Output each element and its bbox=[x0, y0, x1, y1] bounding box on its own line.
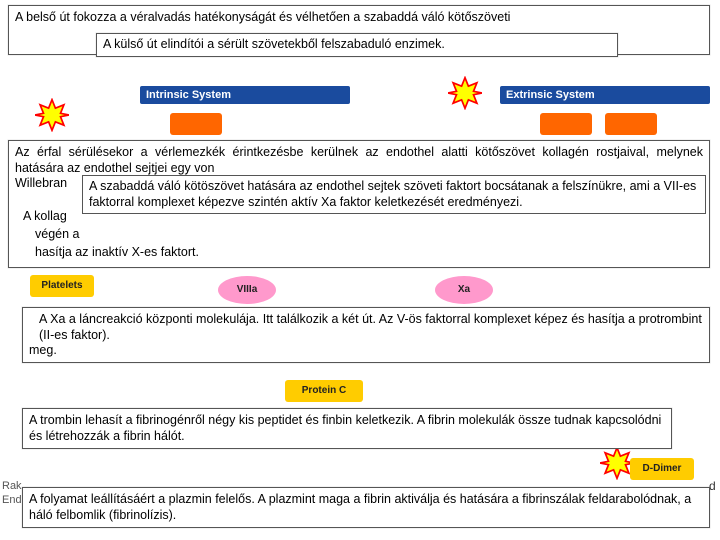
note-text: A szabaddá váló kötöszövet hatására az e… bbox=[89, 179, 696, 209]
viiia-oval: VIIIa bbox=[218, 276, 276, 304]
note-tissue-factor: A szabaddá váló kötöszövet hatására az e… bbox=[82, 175, 706, 214]
extrinsic-header: Extrinsic System bbox=[500, 86, 710, 104]
factor-box bbox=[170, 113, 222, 135]
platelets-box: Platelets bbox=[30, 275, 94, 297]
note-text-a: Az érfal sérülésekor a vérlemezkék érint… bbox=[15, 145, 703, 176]
star-icon bbox=[600, 446, 634, 480]
platelets-label: Platelets bbox=[30, 275, 94, 297]
note-extrinsic-trigger: A külső út elindítói a sérült szövetekbő… bbox=[96, 33, 618, 57]
ddimer-label: D-Dimer bbox=[630, 458, 694, 480]
end-fragment: End bbox=[2, 494, 22, 506]
ddimer-box: D-Dimer bbox=[630, 458, 694, 480]
note-text-a: A Xa a láncreakció központi molekulája. … bbox=[29, 312, 703, 343]
coagulation-diagram: Intrinsic System Extrinsic System Platel… bbox=[0, 0, 720, 540]
note-thrombin: A trombin lehasít a fibrinogénről négy k… bbox=[22, 408, 672, 449]
intrinsic-header: Intrinsic System bbox=[140, 86, 350, 104]
note-plasmin: A folyamat leállításáért a plazmin felel… bbox=[22, 487, 710, 528]
extrinsic-label: Extrinsic System bbox=[500, 86, 710, 104]
xa-label: Xa bbox=[435, 276, 493, 304]
note-text-b: meg. bbox=[29, 343, 703, 359]
note-xa-central: A Xa a láncreakció központi molekulája. … bbox=[22, 307, 710, 363]
star-icon bbox=[35, 98, 69, 132]
star-icon bbox=[448, 76, 482, 110]
factor-box bbox=[605, 113, 657, 135]
proteinc-box: Protein C bbox=[285, 380, 363, 402]
viiia-label: VIIIa bbox=[218, 276, 276, 304]
rak-fragment: Rak bbox=[2, 480, 22, 492]
factor-box bbox=[540, 113, 592, 135]
intrinsic-label: Intrinsic System bbox=[140, 86, 350, 104]
xa-oval: Xa bbox=[435, 276, 493, 304]
proteinc-label: Protein C bbox=[285, 380, 363, 402]
frag-d: d bbox=[709, 479, 716, 493]
note-text-f: hasítja az inaktív X-es faktort. bbox=[35, 245, 199, 261]
note-text-b: Willebran bbox=[15, 176, 71, 192]
note-text-e: végén a bbox=[35, 227, 79, 243]
note-text: A belső út fokozza a véralvadás hatékony… bbox=[15, 10, 510, 24]
note-text: A folyamat leállításáért a plazmin felel… bbox=[29, 492, 691, 522]
note-text: A külső út elindítói a sérült szövetekbő… bbox=[103, 37, 445, 51]
note-text: A trombin lehasít a fibrinogénről négy k… bbox=[29, 413, 661, 443]
note-text-d: A kollag bbox=[23, 209, 67, 225]
